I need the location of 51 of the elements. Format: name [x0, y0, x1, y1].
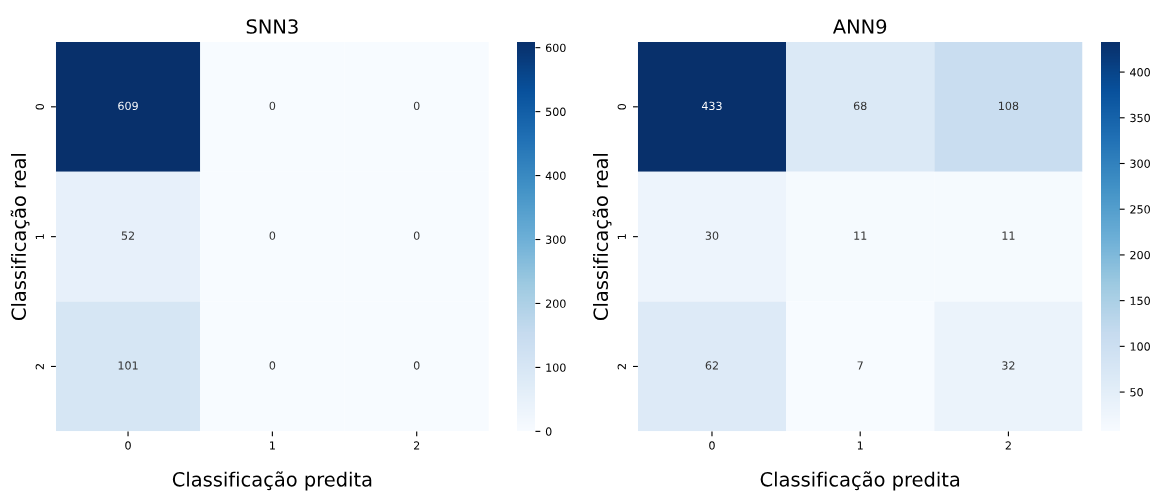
y-tick-label: 1: [617, 234, 626, 239]
y-tick-label: 1: [35, 234, 44, 239]
color-bar-label: 400: [545, 171, 566, 180]
color-bar-label: 100: [546, 363, 566, 372]
chart-title: ANN9: [832, 19, 887, 34]
x-axis-title: Classificação predita: [172, 471, 372, 491]
y-axis-title: Classificação real: [592, 154, 612, 321]
data-label: 32: [1002, 361, 1015, 370]
data-label: 52: [121, 231, 134, 240]
color-bar-label: 200: [545, 299, 566, 308]
data-label: 62: [705, 361, 718, 370]
color-bar-label: 150: [1130, 296, 1150, 306]
color-bar-label: 200: [1130, 250, 1150, 260]
data-label: 0: [413, 361, 420, 370]
color-bar-label: 250: [1130, 205, 1150, 214]
data-label: 11: [1002, 231, 1015, 240]
x-axis-title: Classificação predita: [760, 471, 960, 491]
data-label: 0: [413, 231, 420, 240]
x-tick-label: 2: [413, 441, 420, 450]
x-tick-label: 0: [709, 441, 715, 450]
x-tick-label: 0: [125, 441, 131, 450]
color-bar-label: 300: [1130, 159, 1150, 168]
data-label: 101: [118, 361, 138, 370]
color-bar-label: 100: [1130, 342, 1150, 351]
data-label: 0: [269, 101, 276, 111]
data-label: 108: [999, 101, 1019, 111]
color-bar-label: 600: [545, 43, 566, 53]
y-tick-label: 0: [35, 104, 44, 110]
x-tick-label: 2: [1005, 441, 1011, 450]
data-label: 433: [701, 101, 722, 111]
color-bar-label: 350: [1130, 113, 1150, 123]
y-tick-label: 2: [617, 364, 626, 370]
y-axis-title: Classificação real: [10, 154, 30, 321]
y-tick-label: 0: [617, 104, 626, 110]
data-label: 11: [854, 231, 867, 240]
x-tick-label: 1: [857, 441, 863, 450]
data-label: 30: [705, 231, 719, 240]
data-label: 0: [269, 231, 276, 240]
data-label: 0: [413, 101, 420, 111]
color-bar-label: 300: [546, 235, 566, 244]
chart-title: SNN3: [246, 19, 298, 34]
data-label: 68: [853, 101, 867, 111]
x-tick-label: 1: [270, 441, 275, 450]
data-label: 7: [857, 361, 863, 370]
color-bar-label: 400: [1130, 68, 1150, 77]
data-label: 0: [269, 361, 276, 370]
color-bar-label: 500: [546, 107, 566, 116]
y-tick-label: 2: [35, 364, 44, 370]
data-label: 609: [118, 101, 138, 111]
color-bar-label: 50: [1130, 388, 1143, 397]
color-bar-label: 0: [545, 427, 552, 436]
